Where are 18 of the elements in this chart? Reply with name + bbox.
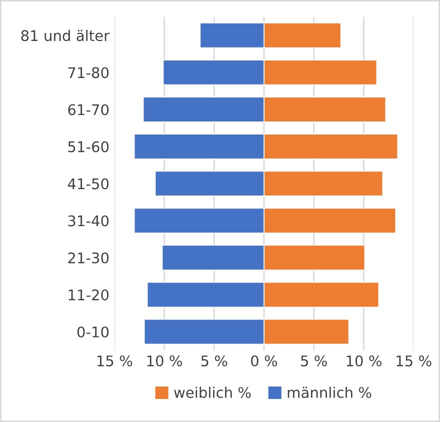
y-tick-label: 21-30 <box>68 252 109 264</box>
x-tick-label: 15 % <box>97 355 132 366</box>
y-tick-label: 0-10 <box>77 326 109 338</box>
x-tick-label: 5 % <box>301 355 327 366</box>
x-tick-label: 15 % <box>396 355 432 366</box>
x-tick-label: 0 % <box>251 355 278 366</box>
y-tick-label: 61-70 <box>68 104 109 116</box>
y-tick-label: 41-50 <box>68 178 109 190</box>
legend-label: weiblich % <box>174 386 251 398</box>
x-tick-label: 10 % <box>147 355 182 366</box>
y-tick-label: 31-40 <box>68 215 109 226</box>
y-tick-label: 11-20 <box>68 289 109 300</box>
x-tick-label: 10 % <box>346 355 382 366</box>
legend-label: männlich % <box>288 386 372 398</box>
y-tick-label: 51-60 <box>68 141 109 152</box>
y-tick-label: 71-80 <box>68 67 109 78</box>
y-tick-label: 81 und älter <box>21 30 110 42</box>
x-tick-label: 5 % <box>201 355 228 366</box>
